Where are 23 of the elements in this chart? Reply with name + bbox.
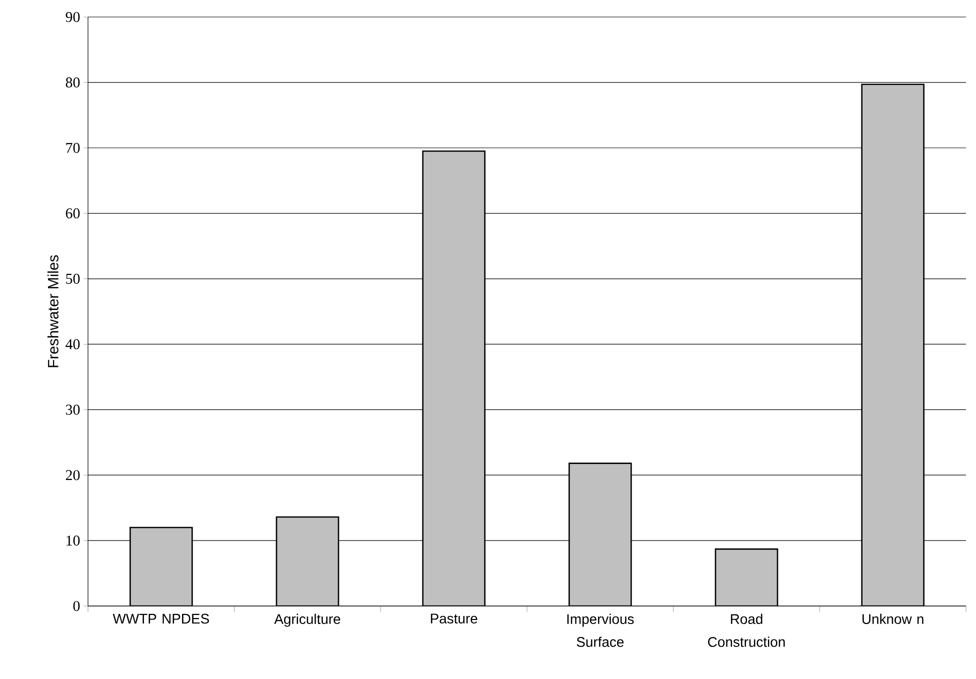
x-tick-label: WWTP NPDES: [112, 614, 209, 624]
bar: [276, 516, 340, 606]
x-tick-label: Road Construction: [708, 614, 785, 647]
x-tick-label: Pasture: [430, 614, 478, 624]
bar: [861, 84, 924, 606]
y-tick-label: 10: [66, 536, 80, 546]
y-tick-label: 70: [66, 142, 80, 153]
y-tick-label: 30: [66, 404, 80, 415]
y-tick-label: 90: [66, 12, 80, 22]
y-tick-label: 50: [66, 274, 80, 284]
bar: [130, 526, 193, 606]
y-tick-label: 20: [66, 470, 80, 480]
y-tick-label: 60: [66, 208, 80, 218]
y-tick-label: 80: [66, 77, 80, 88]
x-tick-label: Agriculture: [274, 614, 340, 627]
y-tick-label: 0: [73, 600, 80, 612]
bar: [714, 548, 778, 606]
bar: [568, 462, 632, 606]
x-tick-label: Unknow n: [862, 614, 924, 624]
y-tick-label: 40: [66, 339, 80, 350]
y-axis-title: Freshwater Miles: [47, 255, 58, 368]
x-tick-label: Impervious Surface: [567, 614, 634, 647]
bar: [422, 150, 486, 606]
